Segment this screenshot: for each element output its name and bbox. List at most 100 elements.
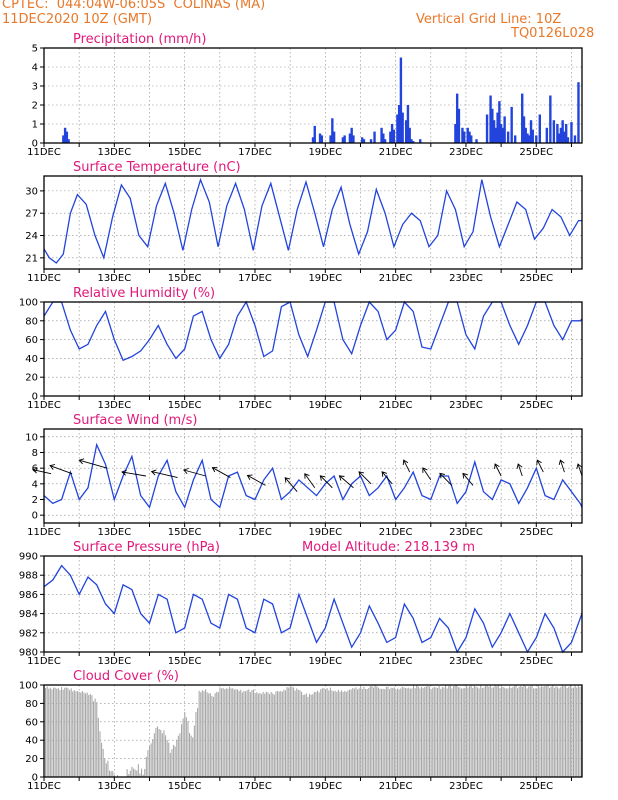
cloud-bar [510,687,512,777]
wind-arrow-head [536,459,542,466]
x-tick-label: 15DEC [168,400,202,411]
cloud-bar [91,695,93,777]
y-tick-label: 4 [32,63,38,74]
cloud-bar [56,688,58,777]
cloud-bar [163,730,165,777]
y-tick-label: 24 [25,231,38,242]
wind-arrow-shaft [121,471,147,477]
cloud-bar [566,688,568,777]
y-tick-label: 8 [32,448,38,459]
precip-bar [389,131,392,143]
cloud-bar [326,688,328,777]
cloud-bar [297,689,299,777]
cloud-bar [216,691,218,777]
cloud-bar [398,689,400,777]
x-tick-label: 15DEC [168,273,202,284]
cloud-bar [539,687,541,777]
y-tick-label: 10 [25,432,38,443]
cloud-bar [302,694,304,777]
cloud-bar [373,687,375,777]
precip-bar [463,131,466,143]
cloud-bar [451,688,453,777]
wind-arrow-head [558,459,565,466]
cloud-bar [485,685,487,777]
cloud-bar [253,689,255,777]
cloud-bar [150,743,152,777]
cloud-bar [49,687,51,777]
cloud-bar [209,693,211,777]
precip-bar [412,141,415,143]
precip-bar [397,105,401,143]
precip-bar [408,127,411,143]
cloud-bar [329,687,331,777]
cloud-bar [453,686,455,777]
cloud-bar [267,692,269,777]
cloud-bar [376,686,378,777]
cloud-bar [109,770,111,777]
cloud-bar [134,769,136,777]
cloud-bar [245,691,247,777]
precip-bar [392,129,396,143]
precip-bar [468,131,471,143]
cloud-bar [310,694,312,777]
cloud-bar [281,691,283,777]
cloud-bar [97,717,99,777]
y-tick-label: 2 [32,495,38,506]
cloud-bar [246,690,248,777]
precip-bar [320,135,323,143]
x-tick-label: 11DEC [27,273,61,284]
cloud-bar [176,740,178,777]
cloud-bar [345,691,347,777]
cloud-bar [341,690,343,777]
wind-arrow-shaft [559,459,565,473]
cloud-bar [261,694,263,777]
precip-bar [522,116,526,143]
precip-bar [470,135,473,143]
y-tick-label: 80 [25,699,38,710]
cloud-bar [270,692,272,777]
cloud-bar [421,686,423,777]
cloud-bar [363,686,365,777]
wind-arrow-head [576,463,583,470]
cloud-bar [64,687,66,777]
precip-bar [496,112,499,143]
cloud-bar [67,688,69,777]
x-tick-label: 21DEC [379,527,413,538]
cloud-bar [160,729,162,777]
cloud-bar [558,688,560,777]
precip-bar [531,129,534,143]
cloud-bar [317,690,319,777]
cloud-bar [331,690,333,777]
cloud-bar [350,689,352,777]
cloud-bar [155,727,157,777]
cloud-bar [445,685,447,777]
cloud-bar [389,689,391,777]
cloud-bar [243,690,245,777]
cloud-bar [574,685,576,777]
precip-bar [373,131,376,143]
cloud-bar [137,764,139,777]
wind-arrow-head [319,475,326,481]
cloud-bar [501,686,503,777]
cloud-bar [526,688,528,777]
precip-bar [521,93,524,143]
pres-series-line [43,564,583,654]
x-tick-label: 23DEC [449,147,483,158]
panel-title-rh: Relative Humidity (%) [73,286,215,301]
precip-bar [362,139,366,143]
cloud-bar [454,685,456,777]
cloud-bar [197,708,199,777]
x-tick-label: 17DEC [238,781,272,792]
cloud-bar [483,687,485,777]
cloud-bar [504,687,506,777]
cloud-bar [544,686,546,777]
cloud-bar [283,689,285,777]
x-tick-label: 23DEC [449,273,483,284]
header-run-id: TQ0126L028 [511,26,595,41]
precip-bar [455,93,459,143]
cloud-bar [494,685,496,777]
cloud-bar [555,686,557,777]
precip-bar [331,118,334,143]
cloud-bar [221,688,223,777]
x-tick-label: 11DEC [27,400,61,411]
